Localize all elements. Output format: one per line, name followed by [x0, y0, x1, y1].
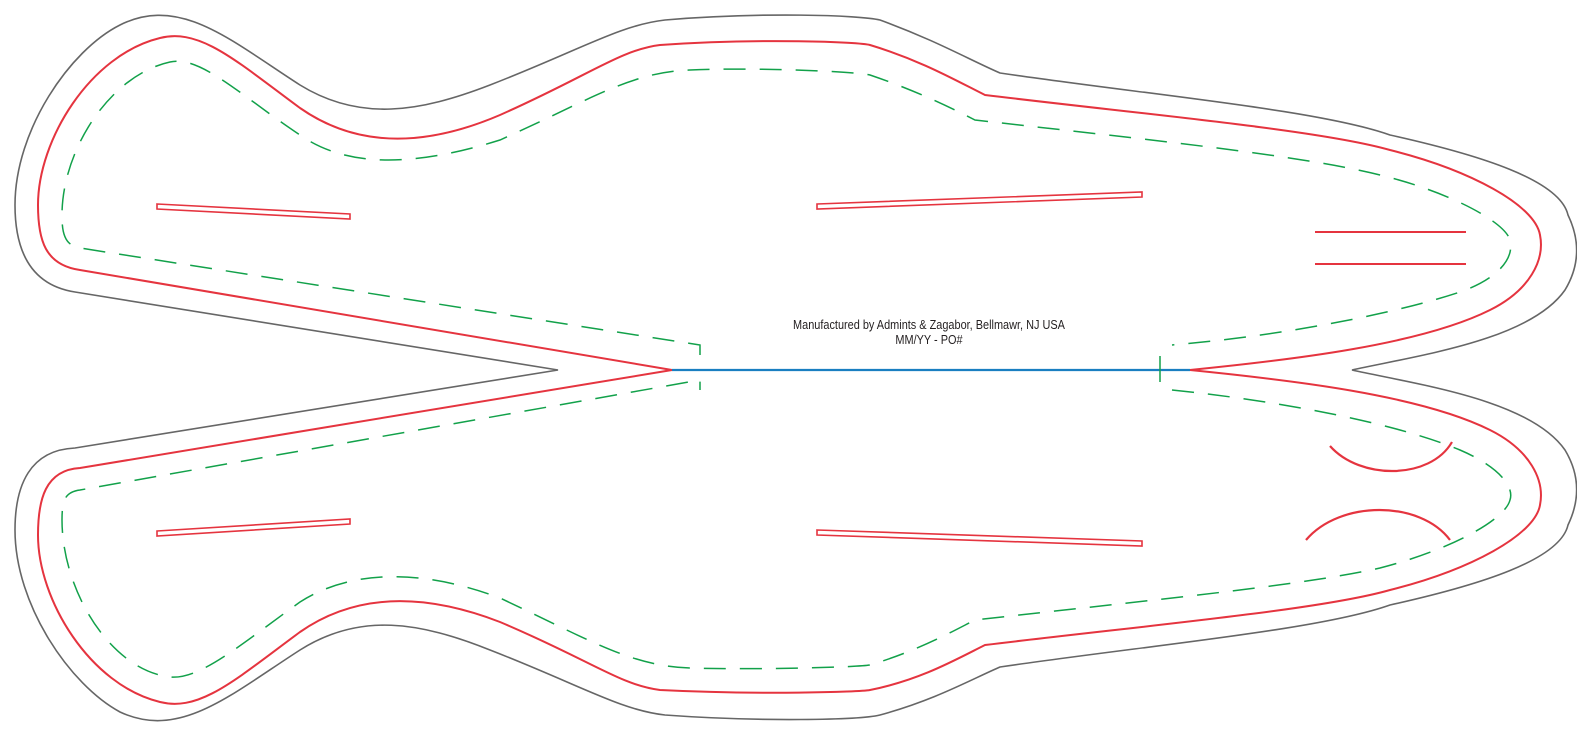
slot-lower-center: [816, 529, 1143, 547]
manufacturer-imprint: Manufactured by Admints & Zagabor, Bellm…: [761, 317, 1097, 347]
curved-slit-upper: [1329, 441, 1453, 473]
slot-upper-left: [156, 203, 351, 220]
outer-bleed-outline: [14, 14, 1577, 722]
imprint-line-1: Manufactured by Admints & Zagabor, Bellm…: [793, 317, 1065, 332]
slot-upper-center: [816, 191, 1143, 210]
slot-lower-left: [156, 518, 351, 537]
curved-slit-lower: [1305, 508, 1451, 541]
safe-area-dashed: [61, 60, 1512, 678]
imprint-line-2: MM/YY - PO#: [895, 332, 963, 347]
cut-outline: [36, 35, 1542, 705]
